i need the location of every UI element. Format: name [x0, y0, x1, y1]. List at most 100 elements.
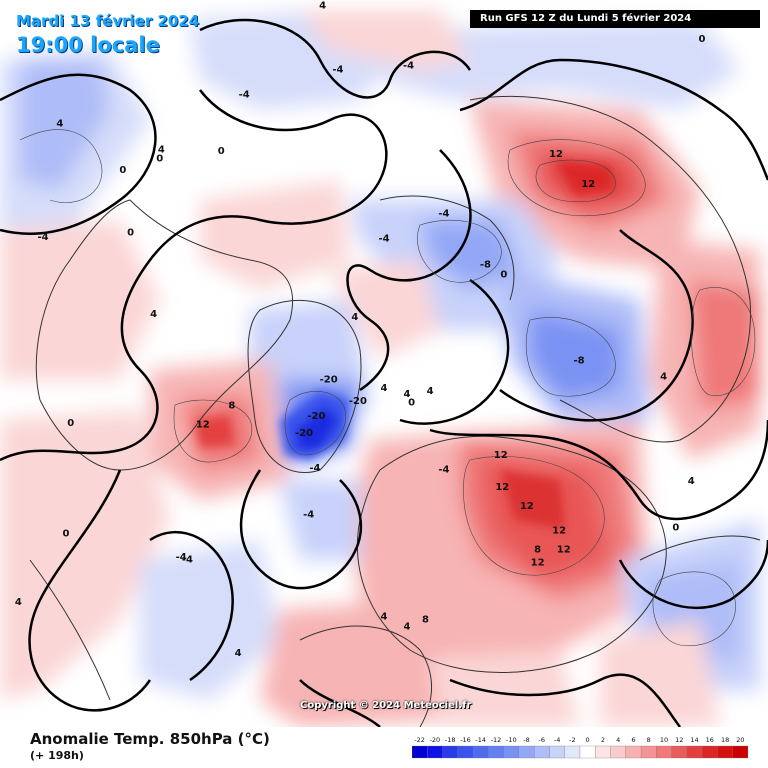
legend-color-cell [717, 745, 733, 759]
legend-color-cell [549, 745, 565, 759]
legend-color-cell [579, 745, 596, 759]
legend-tick-label: -12 [491, 736, 502, 744]
contour-label: 4 [660, 372, 667, 383]
contour-label: 0 [127, 228, 134, 239]
legend-tick-label: -6 [539, 736, 545, 744]
legend-tick-label: 18 [721, 736, 729, 744]
strong-anomaly-cores [195, 160, 615, 530]
legend-tick-label: 16 [706, 736, 714, 744]
contour-label: 4 [351, 312, 358, 323]
temperature-anomaly-map: 121212121212121212888-20-20-20-20-8-8-4-… [0, 0, 768, 727]
contour-label: -4 [182, 555, 193, 566]
legend-color-cell [625, 745, 642, 759]
legend-tick-label: 20 [736, 736, 744, 744]
legend-tick-label: -22 [414, 736, 425, 744]
legend-tick-label: 6 [631, 736, 635, 744]
legend-tick-label: -2 [569, 736, 575, 744]
legend-color-cell [457, 745, 474, 759]
zero-anomaly-contours [0, 18, 768, 727]
contour-label: 4 [688, 476, 695, 487]
contour-label: 4 [381, 383, 388, 394]
contour-label: 4 [15, 597, 22, 608]
contour-label: 0 [699, 34, 706, 45]
contour-label: 0 [672, 523, 679, 534]
contour-label: -20 [320, 374, 338, 385]
valid-time-title: 19:00 locale [16, 33, 160, 57]
legend-color-cell [412, 745, 428, 759]
legend-color-cell [640, 745, 657, 759]
legend-tick-label: 4 [616, 736, 620, 744]
legend-color-cell [610, 745, 626, 759]
contour-label: 12 [494, 450, 508, 461]
contour-label: 12 [520, 501, 534, 512]
contour-label: -20 [349, 396, 367, 407]
contour-label: 0 [67, 418, 74, 429]
contour-label: 0 [63, 529, 70, 540]
contour-label: -4 [438, 465, 449, 476]
contour-label: 8 [534, 545, 541, 556]
contour-label: 12 [552, 526, 566, 537]
legend-tick-label: -16 [460, 736, 471, 744]
legend-color-cell [702, 745, 718, 759]
legend-tick-label: -18 [445, 736, 456, 744]
contour-label: 8 [228, 401, 235, 412]
legend-color-cell [442, 745, 458, 759]
legend-color-cell [564, 745, 581, 759]
legend-color-cell [518, 745, 535, 759]
contour-label: 4 [404, 622, 411, 633]
legend-tick-label: 14 [690, 736, 698, 744]
legend-color-cell [686, 745, 703, 759]
contour-label: -8 [574, 356, 585, 367]
legend-tick-label: -10 [506, 736, 517, 744]
contour-label: 0 [119, 165, 126, 176]
contour-label: -4 [332, 65, 343, 76]
color-scale-legend: -22 -20 -18 -16 -14 -12 -10 -8 -6 -4 -2 0 2 4 6 8 10 12 14… [412, 736, 748, 759]
legend-tick-label: -14 [475, 736, 486, 744]
contour-label: 0 [500, 270, 507, 281]
footer-bar: Anomalie Temp. 850hPa (°C) (+ 198h) -22-… [0, 727, 768, 768]
legend-tick-label: 2 [601, 736, 605, 744]
forecast-lead-time: (+ 198h) [30, 749, 84, 762]
contour-label: -4 [403, 60, 414, 71]
legend-color-cell [732, 745, 748, 759]
contour-label: 12 [549, 149, 563, 160]
coastlines [29, 95, 761, 727]
contour-label: -20 [295, 428, 313, 439]
legend-tick-label: 12 [675, 736, 683, 744]
valid-date-title: Mardi 13 février 2024 [16, 12, 200, 30]
contour-label: -4 [303, 510, 314, 521]
legend-tick-label: 0 [586, 736, 590, 744]
legend-color-cell [427, 745, 443, 759]
contour-label: -4 [37, 232, 48, 243]
contour-label: 12 [557, 545, 571, 556]
legend-color-cell [671, 745, 688, 759]
legend-color-cell [656, 745, 672, 759]
contour-label: 4 [427, 386, 434, 397]
contour-label: 4 [319, 1, 326, 12]
contour-label: -4 [176, 552, 187, 563]
contour-label: 12 [581, 179, 595, 190]
contour-label: -4 [239, 89, 250, 100]
contour-label: 4 [158, 145, 165, 156]
legend-tick-label: -20 [430, 736, 441, 744]
contour-value-labels: 121212121212121212888-20-20-20-20-8-8-4-… [15, 1, 706, 659]
contour-label: 8 [422, 614, 429, 625]
legend-color-cell [472, 745, 489, 759]
contour-label: -4 [438, 209, 449, 220]
contour-label: -4 [378, 233, 389, 244]
legend-tick-label: -8 [523, 736, 529, 744]
copyright-notice: Copyright © 2024 Meteociel.fr [300, 700, 472, 711]
model-run-banner: Run GFS 12 Z du Lundi 5 février 2024 [470, 10, 760, 28]
contour-label: 4 [235, 648, 242, 659]
legend-color-cell [488, 745, 504, 759]
contour-label: 4 [404, 389, 411, 400]
legend-color-cell [503, 745, 520, 759]
contour-label: 4 [150, 309, 157, 320]
legend-tick-label: 10 [660, 736, 668, 744]
contour-label: 4 [56, 119, 63, 130]
contour-label: 0 [218, 146, 225, 157]
parameter-title: Anomalie Temp. 850hPa (°C) [30, 730, 270, 748]
legend-color-cell [595, 745, 611, 759]
contour-label: -20 [307, 411, 325, 422]
contour-label: 0 [408, 398, 415, 409]
